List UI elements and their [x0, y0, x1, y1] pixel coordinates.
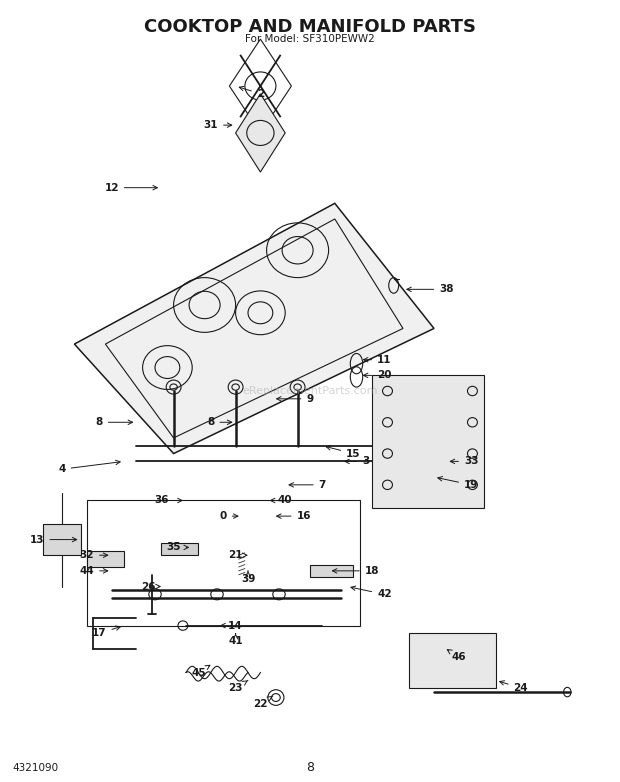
Text: 35: 35 [166, 543, 188, 552]
Text: 26: 26 [141, 582, 160, 591]
Text: 4321090: 4321090 [12, 763, 58, 773]
Text: 8: 8 [207, 418, 232, 427]
Polygon shape [236, 94, 285, 172]
Text: 3: 3 [345, 457, 370, 466]
Text: 8: 8 [95, 418, 133, 427]
Text: 12: 12 [104, 183, 157, 192]
Text: 11: 11 [363, 355, 392, 364]
Text: 31: 31 [203, 120, 232, 130]
Text: 2: 2 [239, 86, 264, 99]
Text: 46: 46 [447, 650, 466, 662]
Text: 39: 39 [241, 571, 255, 583]
Text: 22: 22 [253, 696, 273, 708]
Text: 17: 17 [92, 626, 120, 638]
Polygon shape [409, 633, 496, 688]
Text: 0: 0 [219, 511, 238, 521]
Text: 9: 9 [277, 394, 314, 404]
Text: 13: 13 [30, 535, 77, 544]
Text: 18: 18 [332, 566, 379, 576]
Text: 21: 21 [228, 551, 247, 560]
Text: 42: 42 [351, 586, 392, 599]
Polygon shape [43, 524, 81, 555]
Text: For Model: SF310PEWW2: For Model: SF310PEWW2 [245, 34, 375, 44]
Text: 41: 41 [228, 633, 243, 646]
Text: 4: 4 [58, 461, 120, 474]
Text: 45: 45 [191, 665, 210, 677]
Text: 14: 14 [221, 621, 243, 630]
Polygon shape [161, 543, 198, 555]
Polygon shape [310, 565, 353, 577]
Text: 7: 7 [289, 480, 326, 490]
Text: 23: 23 [228, 680, 248, 693]
Text: 20: 20 [363, 371, 392, 380]
Text: 40: 40 [270, 496, 293, 505]
Text: 44: 44 [79, 566, 108, 576]
Text: 8: 8 [306, 762, 314, 774]
Polygon shape [87, 551, 124, 567]
Text: COOKTOP AND MANIFOLD PARTS: COOKTOP AND MANIFOLD PARTS [144, 18, 476, 37]
Text: 19: 19 [438, 476, 479, 490]
Text: 36: 36 [154, 496, 182, 505]
Text: 32: 32 [79, 551, 108, 560]
Text: 38: 38 [407, 285, 454, 294]
Text: eReplacementParts.com: eReplacementParts.com [242, 386, 378, 396]
Text: 16: 16 [277, 511, 311, 521]
Text: 15: 15 [326, 446, 361, 458]
Polygon shape [74, 203, 434, 454]
Text: 24: 24 [500, 680, 528, 693]
Polygon shape [372, 375, 484, 508]
Text: 33: 33 [450, 457, 479, 466]
